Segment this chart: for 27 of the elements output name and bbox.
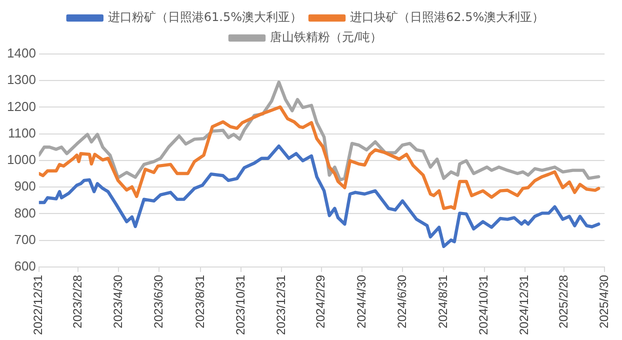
- y-tick-label: 1300: [7, 72, 36, 88]
- x-tick-label: 2023/2/28: [70, 274, 84, 328]
- x-tick-label: 2023/4/30: [111, 274, 125, 328]
- x-tick-label: 2024/8/31: [436, 274, 450, 328]
- x-tick-label: 2022/12/31: [31, 274, 46, 336]
- y-tick-label: 900: [14, 178, 36, 194]
- y-tick-label: 1400: [7, 46, 36, 61]
- legend-label: 进口粉矿（日照港61.5%澳大利亚）: [108, 10, 302, 24]
- x-tick-label: 2024/12/31: [517, 274, 532, 336]
- x-tick-label: 2024/10/31: [476, 274, 491, 336]
- x-tick-label: 2023/6/30: [152, 274, 166, 328]
- x-tick-label: 2023/8/31: [192, 274, 207, 328]
- legend-label: 进口块矿（日照港62.5%澳大利亚）: [350, 10, 544, 24]
- y-tick-label: 1000: [7, 152, 36, 168]
- y-tick-label: 700: [14, 232, 36, 247]
- legend-label: 唐山铁精粉（元/吨）: [270, 30, 382, 44]
- y-tick-label: 800: [14, 205, 36, 220]
- x-tick-label: 2023/12/31: [274, 274, 288, 336]
- y-tick-label: 1200: [7, 98, 36, 114]
- x-tick-label: 2024/6/30: [394, 274, 409, 328]
- x-tick-label: 2024/2/29: [314, 274, 328, 328]
- y-tick-label: 600: [14, 258, 36, 274]
- y-tick-label: 1100: [8, 125, 36, 140]
- x-tick-label: 2025/4/30: [596, 274, 611, 328]
- x-tick-label: 2025/2/28: [556, 274, 570, 328]
- x-tick-label: 2024/4/30: [354, 274, 368, 328]
- x-tick-label: 2023/10/31: [233, 274, 248, 336]
